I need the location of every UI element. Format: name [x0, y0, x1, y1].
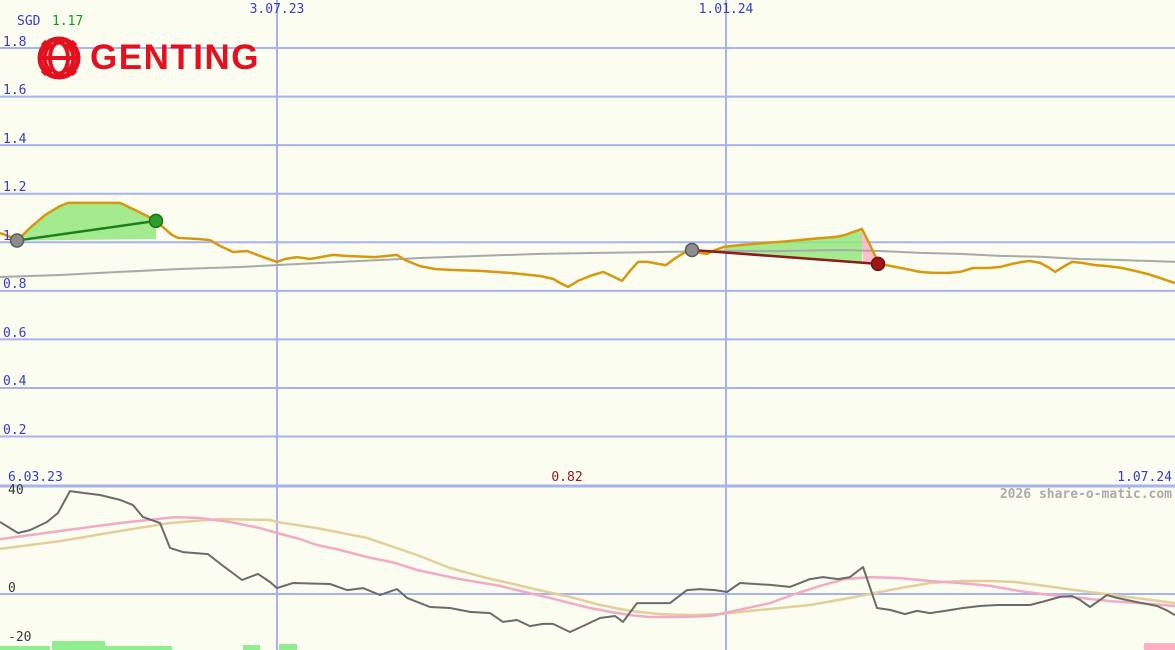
x-axis-date-start: 6.03.23	[8, 470, 63, 485]
series-moving-average	[0, 249, 1175, 278]
x-axis-date-top-1: 3.07.23	[249, 2, 305, 17]
y-axis-tick-label: 0.2	[3, 423, 27, 438]
series-signal-slow	[0, 517, 1175, 617]
genting-logo: GENTING	[35, 31, 260, 85]
watermark: 2026 share-o-matic.com	[999, 487, 1172, 502]
signal-bar	[105, 646, 172, 650]
y-axis-tick-label: 1.2	[3, 180, 27, 196]
signal-bar	[52, 641, 105, 650]
currency-label: SGD	[17, 14, 41, 29]
y-axis-tick-label: 0.8	[3, 277, 27, 293]
trend-marker-handle[interactable]	[9, 233, 25, 248]
y-axis-tick-label: 1.8	[3, 34, 27, 50]
series-indicator	[0, 490, 1175, 633]
x-axis-date-end: 1.07.24	[1117, 470, 1172, 485]
y-axis-tick-label: 0.6	[3, 325, 27, 341]
y-axis-tick-label: 1	[3, 228, 11, 244]
y-axis-tick-label: 0	[8, 580, 16, 596]
series-signal-fast	[0, 515, 1175, 619]
price-value-annotation: 0.82	[551, 470, 583, 485]
trendline-uptrend[interactable]	[16, 219, 157, 242]
y-axis-tick-label: 1.6	[3, 83, 27, 99]
trend-marker-handle[interactable]	[870, 256, 886, 272]
x-axis-date-top-2: 1.01.24	[698, 2, 754, 17]
y-axis-tick-label: -20	[8, 629, 32, 645]
trend-marker-handle[interactable]	[684, 242, 700, 258]
y-axis-tick-label: 1.4	[3, 131, 27, 147]
signal-bar	[0, 646, 50, 650]
genting-emblem-icon	[37, 36, 81, 80]
last-price-value: 1.17	[52, 14, 84, 29]
series-price	[0, 201, 1175, 289]
signal-bar	[279, 644, 297, 650]
brand-text: GENTING	[90, 38, 260, 77]
y-axis-tick-label: 0.4	[3, 374, 27, 390]
trend-marker-handle[interactable]	[148, 213, 164, 229]
signal-bar	[1144, 643, 1175, 650]
trendline-downtrend[interactable]	[691, 248, 879, 266]
y-axis-tick-label: 40	[8, 482, 24, 498]
signal-bar	[243, 645, 260, 650]
